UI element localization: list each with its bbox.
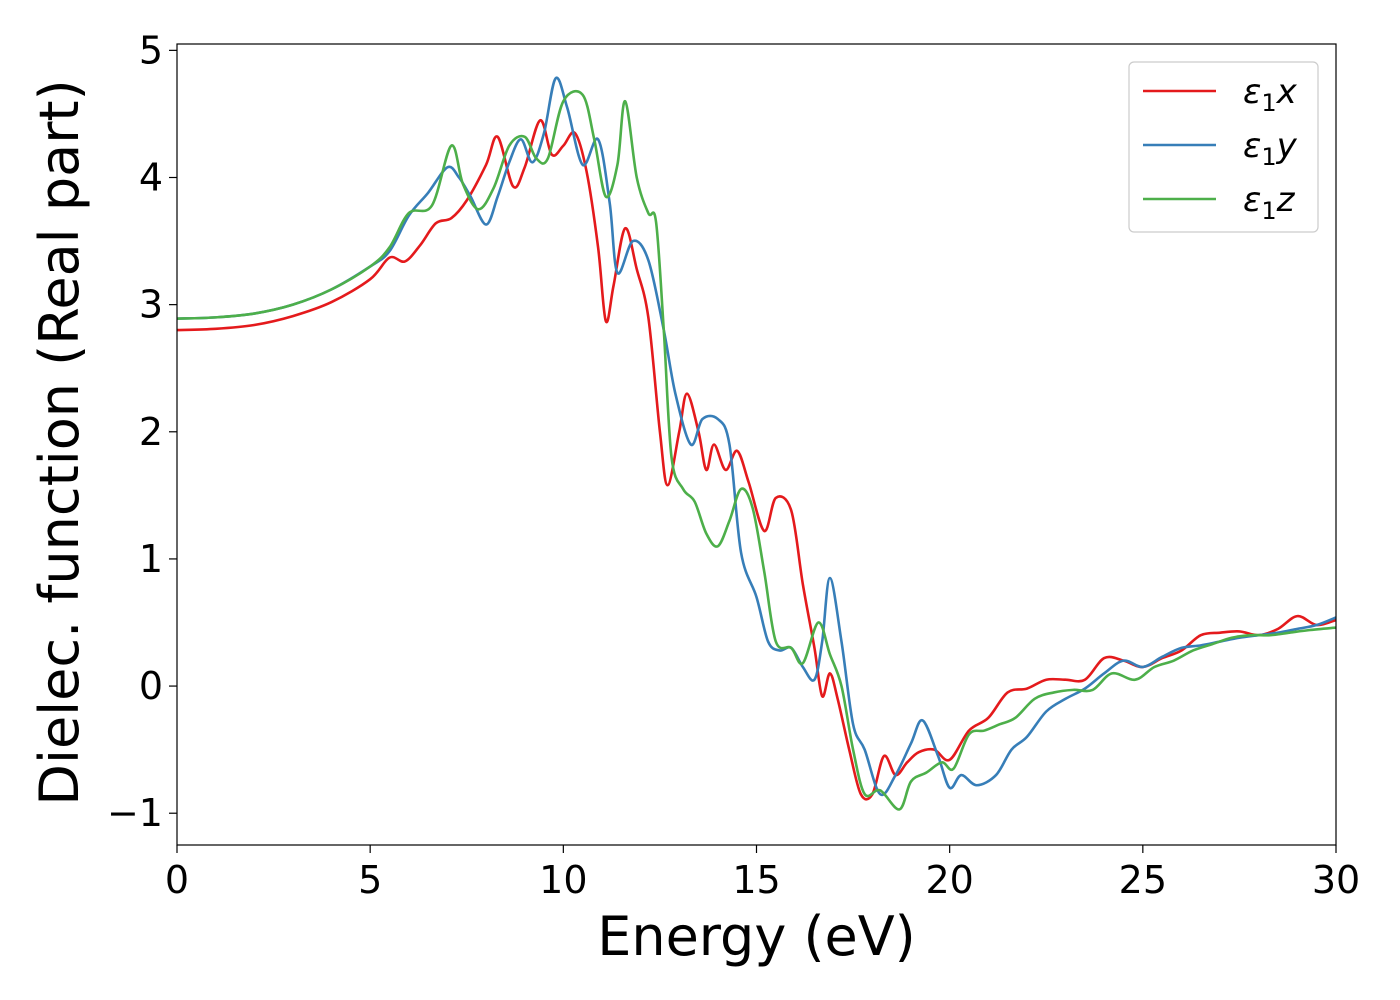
series-line-z [177, 89, 1336, 811]
x-tick-label: 30 [1312, 858, 1360, 902]
x-tick-label: 15 [732, 858, 780, 902]
y-axis: −1 0 1 2 3 4 5 [107, 28, 177, 835]
legend-label-y: ε1y [1243, 126, 1298, 171]
legend-label-x: ε1x [1243, 72, 1298, 117]
y-tick-label: 0 [139, 664, 163, 708]
x-tick-label: 10 [539, 858, 587, 902]
x-axis-label: Energy (eV) [597, 905, 916, 968]
y-tick-label: 4 [139, 156, 163, 200]
series-line-x [177, 118, 1336, 801]
x-axis: 0 5 10 15 20 25 30 [165, 845, 1360, 902]
x-tick-label: 20 [925, 858, 973, 902]
y-tick-label: 5 [139, 28, 163, 72]
series-layer [177, 76, 1336, 811]
legend: ε1x ε1y ε1z [1128, 61, 1319, 233]
y-tick-label: 2 [139, 410, 163, 454]
legend-box [1128, 61, 1319, 233]
x-tick-label: 25 [1119, 858, 1167, 902]
series-line-y [177, 76, 1336, 797]
y-axis-label: Dielec. function (Real part) [28, 79, 91, 805]
y-tick-label: 1 [139, 537, 163, 581]
legend-label-z: ε1z [1243, 180, 1296, 225]
x-tick-label: 0 [165, 858, 189, 902]
x-tick-label: 5 [358, 858, 382, 902]
y-tick-label: 3 [139, 283, 163, 327]
y-tick-label: −1 [107, 791, 163, 835]
